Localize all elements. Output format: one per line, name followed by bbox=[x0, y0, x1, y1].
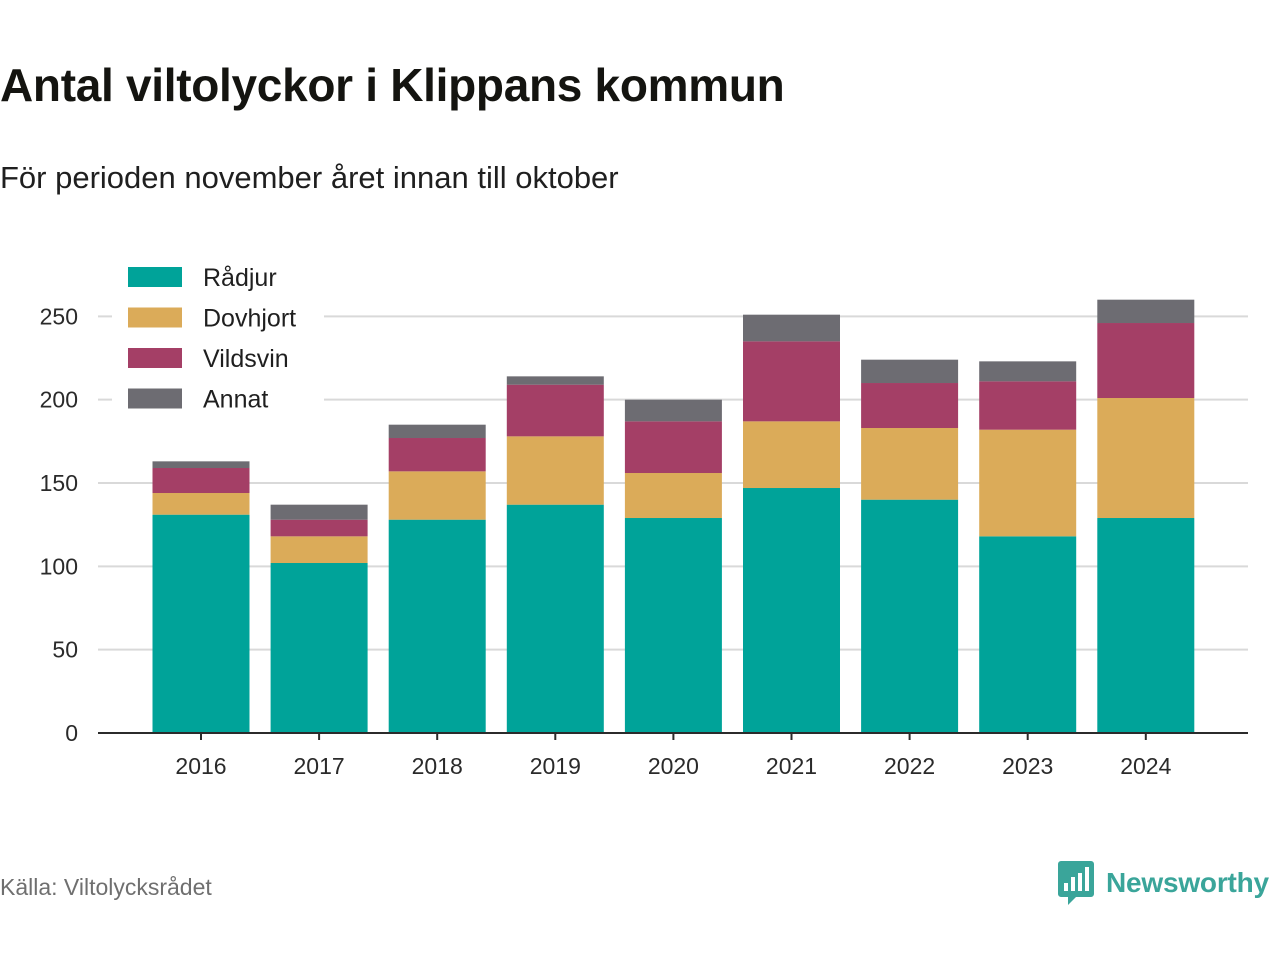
x-tick-label: 2021 bbox=[766, 753, 817, 779]
bar-segment-rådjur bbox=[743, 488, 840, 733]
bar-segment-dovhjort bbox=[152, 493, 250, 515]
legend-label: Annat bbox=[203, 386, 268, 414]
bar-segment-rådjur bbox=[506, 504, 604, 733]
x-tick-label: 2023 bbox=[1002, 753, 1053, 779]
bar-segment-vildsvin bbox=[1097, 323, 1195, 399]
bar-segment-rådjur bbox=[979, 536, 1077, 733]
bar-segment-dovhjort bbox=[624, 473, 722, 519]
x-tick-label: 2022 bbox=[884, 753, 935, 779]
bar-segment-rådjur bbox=[1097, 518, 1195, 733]
y-tick-label: 50 bbox=[52, 637, 78, 663]
bar-segment-annat bbox=[506, 376, 604, 385]
x-tick-label: 2018 bbox=[412, 753, 463, 779]
legend-swatch bbox=[128, 267, 182, 287]
bar-segment-dovhjort bbox=[1097, 398, 1195, 519]
brand-logo: Newsworthy bbox=[1058, 861, 1269, 905]
bar-segment-vildsvin bbox=[979, 381, 1077, 430]
x-tick-label: 2017 bbox=[294, 753, 345, 779]
legend-label: Rådjur bbox=[203, 264, 277, 292]
bar-segment-annat bbox=[152, 461, 250, 469]
bar-segment-dovhjort bbox=[861, 428, 959, 500]
y-tick-label: 100 bbox=[40, 553, 78, 579]
bar-segment-vildsvin bbox=[861, 383, 959, 429]
bar-segment-dovhjort bbox=[743, 421, 840, 489]
legend-label: Dovhjort bbox=[203, 305, 296, 333]
bar-segment-annat bbox=[979, 361, 1077, 382]
bar-segment-rådjur bbox=[624, 518, 722, 733]
chart-subtitle: För perioden november året innan till ok… bbox=[0, 160, 619, 195]
stacked-bar-chart: 0 50 100 150 200 250 2016 2017 2018 2019 2020 2021… bbox=[40, 256, 1248, 779]
bar-segment-rådjur bbox=[388, 519, 486, 733]
y-tick-label: 200 bbox=[40, 387, 78, 413]
bar-segment-vildsvin bbox=[506, 384, 604, 437]
bar-segment-dovhjort bbox=[979, 429, 1077, 537]
x-tick-label: 2019 bbox=[530, 753, 581, 779]
x-tick-label: 2024 bbox=[1120, 753, 1171, 779]
bars bbox=[152, 299, 1195, 733]
bar-segment-annat bbox=[861, 359, 959, 384]
chart-title: Antal viltolyckor i Klippans kommun bbox=[0, 59, 785, 111]
x-axis-ticks: 2016 2017 2018 2019 2020 2021 2022 2023 2024 bbox=[175, 733, 1172, 779]
y-tick-label: 0 bbox=[65, 720, 78, 746]
bar-segment-dovhjort bbox=[388, 471, 486, 520]
legend-label: Vildsvin bbox=[203, 345, 289, 373]
y-tick-label: 250 bbox=[40, 303, 78, 329]
bar-segment-rådjur bbox=[152, 514, 250, 733]
legend: Rådjur Dovhjort Vildsvin Annat bbox=[112, 256, 324, 418]
bar-segment-annat bbox=[1097, 299, 1195, 324]
bar-segment-vildsvin bbox=[388, 438, 486, 472]
y-tick-label: 150 bbox=[40, 470, 78, 496]
bar-segment-annat bbox=[270, 504, 368, 520]
y-axis-ticks: 0 50 100 150 200 250 bbox=[40, 303, 78, 746]
bar-segment-dovhjort bbox=[270, 536, 368, 564]
bar-segment-annat bbox=[743, 314, 840, 342]
legend-swatch bbox=[128, 307, 182, 328]
bar-chart-speech-bubble-icon bbox=[1058, 861, 1094, 905]
bar-segment-vildsvin bbox=[743, 341, 840, 422]
legend-swatch bbox=[128, 388, 182, 409]
bar-segment-rådjur bbox=[861, 499, 959, 733]
brand-name: Newsworthy bbox=[1106, 867, 1269, 898]
legend-swatch bbox=[128, 348, 182, 368]
x-tick-label: 2020 bbox=[648, 753, 699, 779]
bar-segment-annat bbox=[624, 399, 722, 422]
source-note: Källa: Viltolycksrådet bbox=[0, 874, 212, 900]
bar-segment-annat bbox=[388, 424, 486, 439]
bar-segment-vildsvin bbox=[152, 468, 250, 494]
bar-segment-vildsvin bbox=[270, 519, 368, 537]
bar-segment-rådjur bbox=[270, 563, 368, 733]
bar-segment-dovhjort bbox=[506, 436, 604, 505]
x-tick-label: 2016 bbox=[175, 753, 226, 779]
bar-segment-vildsvin bbox=[624, 421, 722, 474]
